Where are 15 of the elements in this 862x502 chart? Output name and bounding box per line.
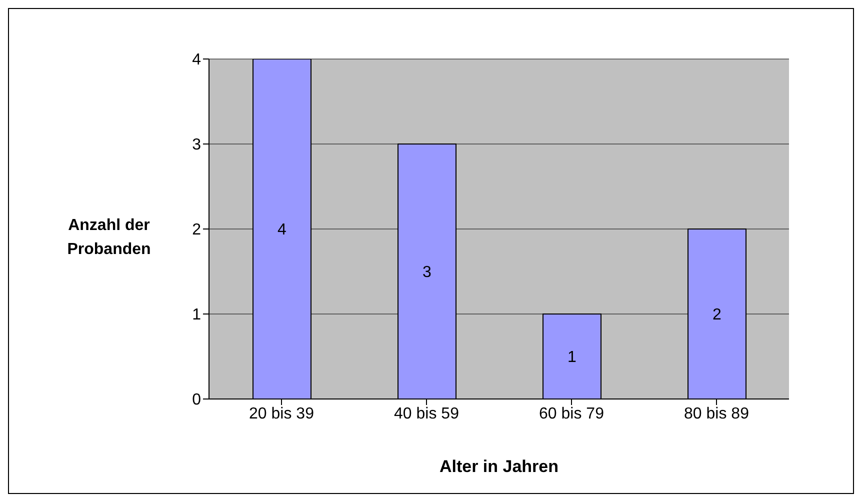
y-tick-label: 3	[192, 136, 202, 154]
y-tick-label: 0	[192, 392, 202, 409]
y-axis-title: Anzahl der Probanden	[66, 216, 152, 260]
data-label: 3	[422, 264, 432, 282]
data-label: 1	[568, 349, 577, 366]
y-tick-label: 4	[192, 52, 202, 69]
data-label: 2	[712, 306, 722, 324]
x-tick-label: 80 bis 89	[684, 405, 750, 422]
y-tick-label: 2	[192, 222, 202, 239]
x-tick-label: 20 bis 39	[249, 405, 314, 422]
x-tick-label: 60 bis 79	[539, 405, 604, 422]
x-tick-label: 40 bis 59	[394, 405, 460, 422]
data-label: 4	[278, 222, 287, 239]
x-axis-title: Alter in Jahren	[438, 457, 560, 477]
y-tick-label: 1	[192, 306, 202, 324]
